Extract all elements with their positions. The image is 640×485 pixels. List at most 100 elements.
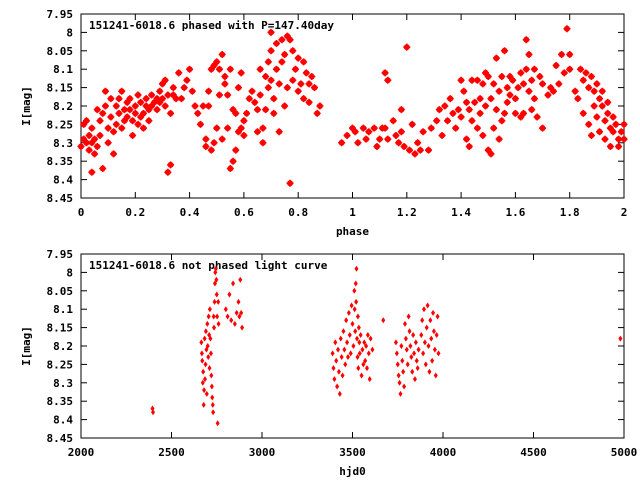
data-point [434, 331, 439, 338]
data-point [347, 331, 352, 338]
data-point [400, 357, 405, 364]
data-point [427, 368, 432, 375]
data-point [430, 357, 435, 364]
data-point-cross [158, 95, 166, 103]
data-point-cross [262, 73, 270, 81]
chart-title: 151241-6018.6 phased with P=147.40day [89, 19, 334, 32]
x-tick-label: 1 [349, 206, 356, 219]
data-point-cross [251, 98, 259, 106]
data-point-cross [88, 124, 96, 132]
data-point-cross [237, 124, 245, 132]
data-point-cross [142, 95, 150, 103]
data-point-cross [501, 109, 509, 117]
data-point-cross [88, 139, 96, 147]
data-point-cross [528, 106, 536, 114]
data-point [354, 298, 359, 305]
data-point [341, 328, 346, 335]
data-point-cross [560, 69, 568, 77]
data-point [416, 346, 421, 353]
data-point-cross [183, 76, 191, 84]
y-tick-label: 8.15 [47, 82, 74, 95]
y-tick-label: 7.95 [47, 248, 74, 261]
data-point-cross [137, 98, 145, 106]
data-point [365, 331, 370, 338]
data-point [346, 309, 351, 316]
data-point-cross [544, 91, 552, 99]
data-point [398, 390, 403, 397]
data-point-cross [400, 142, 408, 150]
data-point-cross [234, 128, 242, 136]
data-point-cross [256, 65, 264, 73]
data-point [240, 324, 245, 331]
data-point-cross [593, 80, 601, 88]
data-point-cross [91, 135, 99, 143]
data-point [335, 383, 340, 390]
data-point-cross [294, 87, 302, 95]
data-point [413, 339, 418, 346]
data-point-cross [582, 69, 590, 77]
data-point [402, 320, 407, 327]
data-point-cross [221, 80, 229, 88]
y-tick-label: 8.25 [47, 118, 74, 131]
data-point-cross [194, 109, 202, 117]
data-point-cross [460, 87, 468, 95]
y-tick-label: 8.4 [53, 414, 73, 427]
data-point-cross [256, 91, 264, 99]
data-point [353, 328, 358, 335]
data-point-cross [248, 87, 256, 95]
data-point-cross [566, 65, 574, 73]
data-point [331, 365, 336, 372]
data-point-cross [612, 120, 620, 128]
data-point [432, 346, 437, 353]
data-point [364, 365, 369, 372]
data-point [206, 354, 211, 361]
data-point [364, 343, 369, 349]
data-point-cross [604, 98, 612, 106]
data-point [330, 350, 335, 357]
data-point-cross [539, 80, 547, 88]
data-point [340, 372, 345, 379]
data-point-cross [264, 84, 272, 92]
data-point-cross [107, 113, 115, 121]
data-point [411, 331, 416, 338]
data-point [412, 376, 417, 383]
data-point-cross [272, 39, 280, 47]
data-point-cross [482, 69, 490, 77]
data-point [211, 409, 216, 416]
data-point [359, 372, 364, 379]
data-point [358, 331, 363, 338]
data-point-cross [479, 80, 487, 88]
data-point-cross [156, 87, 164, 95]
data-point-cross [158, 80, 166, 88]
data-point [426, 343, 431, 349]
data-point-cross [587, 131, 595, 139]
data-point [223, 306, 228, 313]
chart-panel-2: 7.95 8 8.05 8.1 8.15 8.2 8.25 8.3 8.35 8.4 8.45200… [20, 248, 637, 478]
data-point [211, 313, 216, 320]
data-point-cross [463, 135, 471, 143]
data-point [431, 309, 436, 316]
data-point [349, 302, 354, 309]
data-point-cross [107, 95, 115, 103]
data-point-cross [403, 43, 411, 51]
data-point [399, 343, 404, 349]
x-tick-label: 5000 [611, 446, 638, 459]
data-point-cross [609, 113, 617, 121]
data-point [355, 313, 360, 320]
data-point-cross [525, 87, 533, 95]
data-point [428, 317, 433, 324]
data-point-cross [476, 95, 484, 103]
data-point-cross [446, 95, 454, 103]
data-point-cross [175, 69, 183, 77]
x-axis-label: hjd0 [339, 465, 366, 478]
y-axis-label: I[mag] [20, 86, 33, 126]
data-point [397, 379, 402, 386]
data-point [395, 361, 400, 368]
data-point-cross [210, 62, 218, 70]
data-point-cross [82, 117, 90, 125]
data-point-cross [213, 58, 221, 66]
x-tick-label: 1.8 [560, 206, 580, 219]
data-point-cross [210, 139, 218, 147]
data-point-cross [397, 128, 405, 136]
data-point-cross [126, 95, 134, 103]
